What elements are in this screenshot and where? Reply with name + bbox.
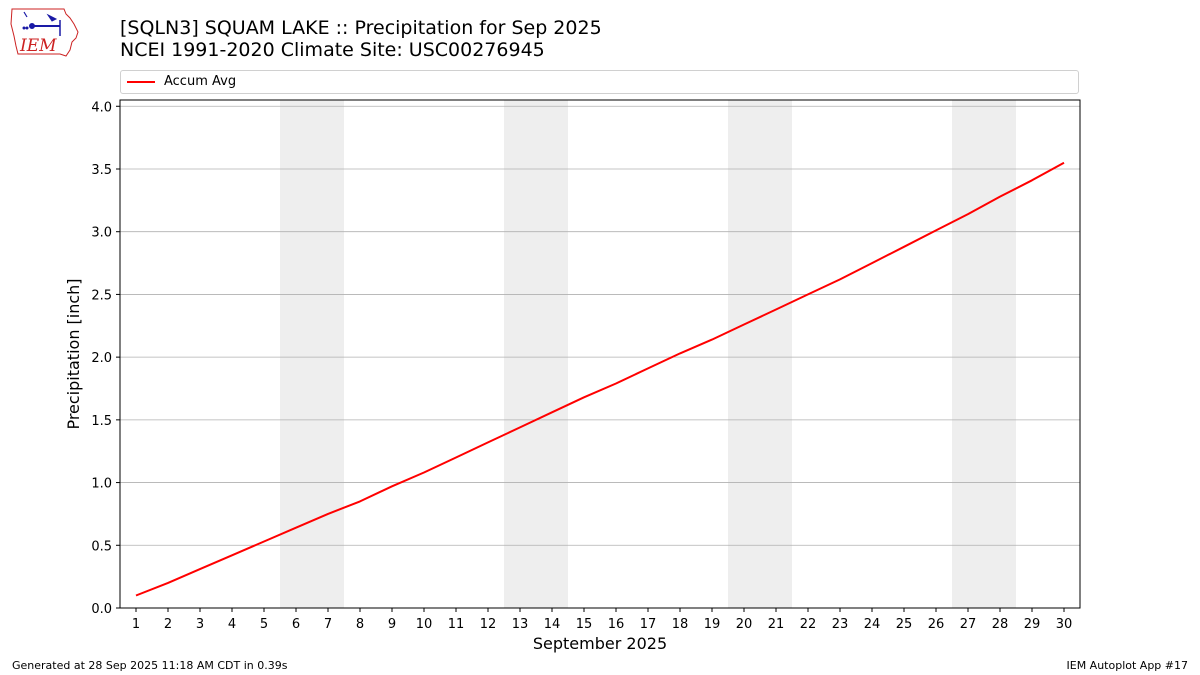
x-tick-label: 25 (896, 617, 913, 632)
x-tick-label: 22 (800, 617, 817, 632)
series-line-accum-avg (135, 161, 1065, 597)
logo-text: IEM (19, 36, 57, 56)
legend: Accum Avg (120, 70, 1079, 94)
plot-frame (119, 99, 1081, 609)
x-tick-label: 4 (228, 617, 236, 632)
y-tick-label: 2.5 (91, 288, 112, 303)
x-tick-label: 16 (608, 617, 625, 632)
x-tick-label: 15 (576, 617, 593, 632)
x-tick-label: 28 (992, 617, 1009, 632)
x-tick-label: 29 (1024, 617, 1041, 632)
x-tick-label: 26 (928, 617, 945, 632)
x-axis-label: September 2025 (533, 634, 667, 653)
x-tick-label: 11 (448, 617, 465, 632)
chart-subtitle: NCEI 1991-2020 Climate Site: USC00276945 (120, 39, 545, 61)
x-tick-label: 8 (356, 617, 364, 632)
y-tick-label: 3.0 (91, 226, 112, 241)
x-tick-label: 19 (704, 617, 721, 632)
weather-station-icon (22, 11, 61, 36)
iowa-outline-shape (10, 8, 79, 57)
y-tick-label: 1.5 (91, 414, 112, 429)
x-tick-label: 13 (512, 617, 529, 632)
y-tick-label: 3.5 (91, 163, 112, 178)
x-tick-label: 18 (672, 617, 689, 632)
y-tick-label: 4.0 (91, 100, 112, 115)
x-tick-label: 9 (388, 617, 396, 632)
x-tick-label: 27 (960, 617, 977, 632)
footer-generated: Generated at 28 Sep 2025 11:18 AM CDT in… (12, 659, 288, 672)
chart-title: [SQLN3] SQUAM LAKE :: Precipitation for … (120, 17, 602, 39)
weekend-band-4 (952, 100, 1016, 608)
y-tick-label: 0.5 (91, 539, 112, 554)
x-tick-label: 10 (416, 617, 433, 632)
x-tick-label: 1 (132, 617, 140, 632)
legend-label-accum-avg: Accum Avg (164, 74, 237, 89)
weekend-band-1 (280, 100, 344, 608)
x-tick-label: 6 (292, 617, 300, 632)
x-tick-label: 7 (324, 617, 332, 632)
x-tick-label: 20 (736, 617, 753, 632)
legend-swatch-accum-avg (127, 81, 155, 83)
x-tick-label: 21 (768, 617, 785, 632)
x-tick-label: 3 (196, 617, 204, 632)
x-tick-label: 30 (1056, 617, 1073, 632)
x-tick-label: 17 (640, 617, 657, 632)
x-tick-label: 12 (480, 617, 497, 632)
x-tick-label: 2 (164, 617, 172, 632)
y-axis-label: Precipitation [inch] (64, 278, 83, 429)
y-tick-label: 1.0 (91, 477, 112, 492)
y-tick-label: 2.0 (91, 351, 112, 366)
y-tick-label: 0.0 (91, 602, 112, 617)
x-tick-label: 14 (544, 617, 561, 632)
iem-logo: IEM (10, 8, 79, 57)
x-tick-label: 24 (864, 617, 881, 632)
x-tick-label: 23 (832, 617, 849, 632)
weekend-band-2 (504, 100, 568, 608)
x-tick-label: 5 (260, 617, 268, 632)
footer-app-id: IEM Autoplot App #17 (1066, 659, 1189, 672)
weekend-band-3 (728, 100, 792, 608)
